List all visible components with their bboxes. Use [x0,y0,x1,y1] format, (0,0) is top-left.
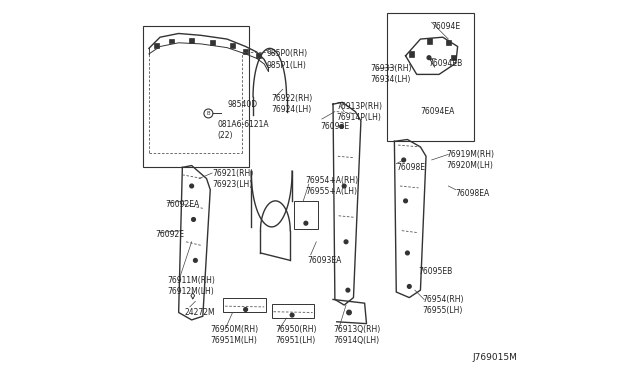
Text: 76950(RH)
76951(LH): 76950(RH) 76951(LH) [275,325,317,345]
Circle shape [408,285,411,288]
Text: 76922(RH)
76924(LH): 76922(RH) 76924(LH) [271,94,313,114]
Bar [256,53,261,58]
Bar [243,49,248,54]
Text: 76933(RH)
76934(LH): 76933(RH) 76934(LH) [370,64,412,84]
Text: B: B [207,111,210,116]
Circle shape [342,184,346,188]
Text: 76093EA: 76093EA [307,256,341,265]
Text: 98540D: 98540D [227,100,257,109]
Bar [154,43,159,48]
Text: 76092E: 76092E [156,230,184,239]
Bar [230,43,235,48]
Circle shape [290,313,294,317]
Bar [445,40,451,45]
Circle shape [340,125,344,128]
Circle shape [190,184,193,188]
Circle shape [427,56,431,60]
Text: 24272M: 24272M [184,308,215,317]
Text: 76950M(RH)
76951M(LH): 76950M(RH) 76951M(LH) [211,325,259,345]
Text: 76919M(RH)
76920M(LH): 76919M(RH) 76920M(LH) [447,150,495,170]
Text: 76954(RH)
76955(LH): 76954(RH) 76955(LH) [422,295,464,315]
Circle shape [346,288,349,292]
Text: 985P0(RH)
985P1(LH): 985P0(RH) 985P1(LH) [266,49,307,70]
Text: 76098EA: 76098EA [456,189,490,198]
Text: 76954+A(RH)
76955+A(LH): 76954+A(RH) 76955+A(LH) [305,176,358,196]
Circle shape [402,158,406,162]
Text: 76092EA: 76092EA [166,200,200,209]
Circle shape [404,199,408,203]
Text: 76094E: 76094E [431,22,461,31]
Bar [169,38,173,43]
Circle shape [191,218,195,221]
Bar [189,38,194,43]
Circle shape [304,221,308,225]
Bar [408,51,413,57]
Text: 76098E: 76098E [396,163,425,172]
Text: 76911M(RH)
76912M(LH): 76911M(RH) 76912M(LH) [168,276,215,296]
Bar [143,26,250,167]
Text: 76913Q(RH)
76914Q(LH): 76913Q(RH) 76914Q(LH) [333,325,380,345]
Text: 76093E: 76093E [320,122,349,131]
Text: 76921(RH)
76923(LH): 76921(RH) 76923(LH) [212,169,253,189]
Bar [294,201,318,229]
Text: 76913P(RH)
76914P(LH): 76913P(RH) 76914P(LH) [337,102,383,122]
Bar [271,304,314,318]
Bar [223,298,266,312]
Circle shape [406,251,410,255]
Bar [427,38,433,44]
Bar [210,40,214,45]
Text: 76094EA: 76094EA [420,107,455,116]
Circle shape [347,310,351,315]
Text: 76095EB: 76095EB [419,267,453,276]
Text: 081A6-6121A
(22): 081A6-6121A (22) [218,120,269,140]
Circle shape [344,240,348,244]
Text: J769015M: J769015M [472,353,517,362]
Bar [451,55,456,60]
Bar [387,13,474,141]
Circle shape [193,259,197,262]
Circle shape [244,308,248,311]
Text: 76094EB: 76094EB [428,59,462,68]
